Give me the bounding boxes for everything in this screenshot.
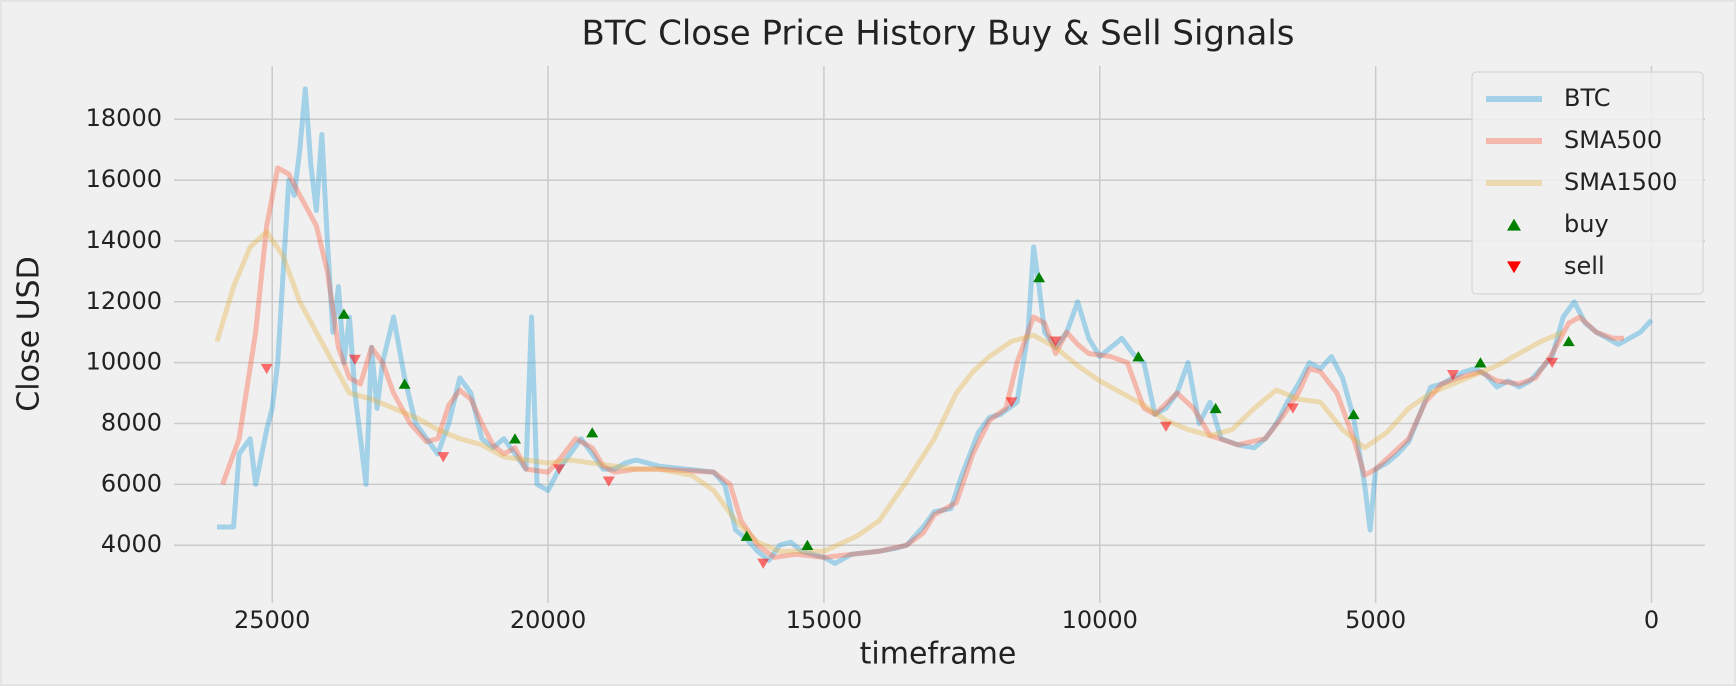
y-tick-label: 4000	[101, 530, 162, 558]
y-axis-label: Close USD	[12, 256, 47, 411]
x-tick-label: 5000	[1345, 606, 1406, 634]
signal-marker	[1562, 335, 1575, 347]
signal-marker	[1132, 351, 1145, 362]
x-tick-label: 0	[1644, 606, 1659, 634]
signal-marker	[1209, 402, 1222, 414]
signal-marker	[757, 558, 770, 569]
y-tick-label: 12000	[86, 287, 162, 315]
x-tick-label: 10000	[1062, 606, 1138, 634]
signal-marker	[260, 363, 273, 375]
legend-label: sell	[1564, 252, 1605, 280]
signal-marker	[740, 530, 753, 541]
x-tick-label: 25000	[234, 606, 310, 634]
signal-marker	[1033, 272, 1046, 283]
legend-label: buy	[1564, 210, 1609, 238]
legend-label: BTC	[1564, 84, 1610, 112]
legend-box	[1471, 71, 1704, 295]
x-axis-label: timeframe	[860, 637, 1017, 672]
signal-marker	[553, 464, 566, 475]
legend-label: SMA1500	[1564, 168, 1677, 196]
signal-marker	[602, 476, 615, 487]
signal-marker	[801, 539, 814, 550]
signal-marker	[337, 308, 350, 319]
legend-label: SMA500	[1564, 126, 1662, 154]
y-tick-label: 6000	[101, 469, 162, 497]
series-line	[214, 229, 1565, 554]
signal-marker	[508, 433, 521, 444]
signal-marker	[1286, 403, 1299, 414]
legend: BTC SMA500 SMA1500 buy sell	[1471, 71, 1704, 295]
legend-marker	[1507, 218, 1521, 231]
signal-marker	[1446, 370, 1459, 381]
signal-marker	[1347, 408, 1360, 420]
signal-marker	[1546, 357, 1559, 369]
y-tick-label: 18000	[86, 104, 162, 132]
legend-marker	[1507, 261, 1521, 274]
signal-marker	[1159, 421, 1172, 432]
chart-title: BTC Close Price History Buy & Sell Signa…	[581, 14, 1294, 54]
x-tick-label: 15000	[786, 606, 862, 634]
signal-marker	[586, 427, 599, 438]
y-tick-label: 8000	[101, 408, 162, 436]
y-tick-label: 10000	[86, 348, 162, 376]
signal-marker	[437, 452, 450, 463]
series-line	[220, 165, 1624, 560]
signal-marker	[1049, 336, 1062, 347]
y-tick-label: 16000	[86, 165, 162, 193]
signal-marker	[1005, 397, 1018, 408]
signal-marker	[398, 378, 411, 389]
x-tick-label: 20000	[510, 606, 586, 634]
series-line	[217, 86, 1654, 566]
y-tick-label: 14000	[86, 226, 162, 254]
signal-marker	[1474, 357, 1487, 368]
signal-marker	[348, 354, 361, 366]
